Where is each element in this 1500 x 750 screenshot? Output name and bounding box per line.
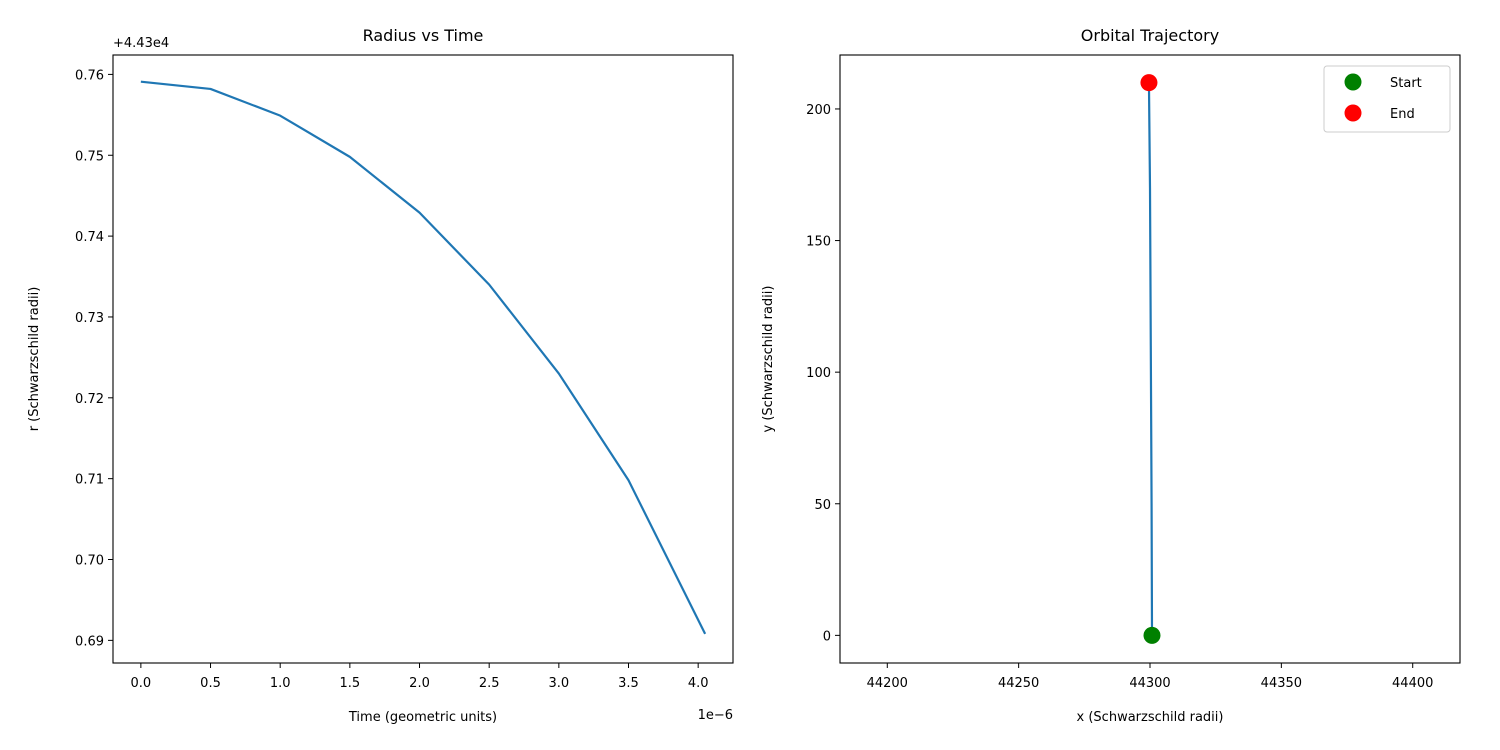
left-xtick-label: 0.0 <box>131 676 152 691</box>
left-ytick-label: 0.74 <box>75 230 104 245</box>
left-plot-area <box>113 55 733 663</box>
right-ytick-label: 100 <box>806 366 831 381</box>
right-legend-swatch-start <box>1344 73 1362 91</box>
left-ytick-label: 0.71 <box>75 473 104 488</box>
right-xtick-label: 44350 <box>1261 676 1302 691</box>
right-ytick-label: 0 <box>823 629 831 644</box>
left-xtick-label: 3.0 <box>548 676 569 691</box>
left-xtick-label: 0.5 <box>200 676 221 691</box>
right-xtick-label: 44300 <box>1129 676 1170 691</box>
left-x-axis-label: Time (geometric units) <box>348 710 497 725</box>
left-y-axis-label: r (Schwarzschild radii) <box>27 287 42 432</box>
left-ytick-label: 0.72 <box>75 392 104 407</box>
left-ytick-label: 0.73 <box>75 311 104 326</box>
left-ytick-label: 0.76 <box>75 68 104 83</box>
right-ytick-label: 50 <box>814 498 831 513</box>
right-chart: 44200 44250 44300 44350 44400 0 50 100 150 200 Orb… <box>761 26 1461 725</box>
left-ytick-label: 0.69 <box>75 634 104 649</box>
left-axes-frame <box>112 54 734 664</box>
right-legend-label-end: End <box>1390 107 1415 122</box>
right-series-line-0 <box>1147 82 1154 636</box>
right-chart-title: Orbital Trajectory <box>1081 26 1219 45</box>
left-series-line-0 <box>140 80 707 635</box>
right-legend: Start End <box>1323 65 1451 133</box>
left-x-scale-label: 1e−6 <box>698 708 733 723</box>
right-marker-start <box>1143 626 1161 644</box>
left-xtick-label: 2.5 <box>479 676 500 691</box>
left-y-offset-label: +4.43e4 <box>113 36 169 51</box>
right-legend-box <box>1323 65 1451 133</box>
right-ytick-label: 200 <box>806 103 831 118</box>
right-xtick-label: 44200 <box>867 676 908 691</box>
left-xtick-label: 3.5 <box>618 676 639 691</box>
left-xtick-label: 2.0 <box>409 676 430 691</box>
left-ytick-label: 0.75 <box>75 149 104 164</box>
right-xtick-label: 44400 <box>1392 676 1433 691</box>
left-xtick-label: 1.5 <box>340 676 361 691</box>
right-legend-swatch-end <box>1344 104 1362 122</box>
right-x-axis-label: x (Schwarzschild radii) <box>1077 710 1224 725</box>
left-chart: 0.0 0.5 1.0 1.5 2.0 2.5 3.0 3.5 4.0 0.69 0.70 0.71 0… <box>27 26 734 725</box>
right-ytick-label: 150 <box>806 235 831 250</box>
left-xtick-label: 4.0 <box>688 676 709 691</box>
right-legend-label-start: Start <box>1390 76 1422 91</box>
left-xtick-label: 1.0 <box>270 676 291 691</box>
right-y-axis-label: y (Schwarzschild radii) <box>761 286 776 433</box>
right-xtick-label: 44250 <box>998 676 1039 691</box>
right-marker-end <box>1140 74 1158 92</box>
left-ytick-label: 0.70 <box>75 554 104 569</box>
left-chart-title: Radius vs Time <box>363 26 484 45</box>
